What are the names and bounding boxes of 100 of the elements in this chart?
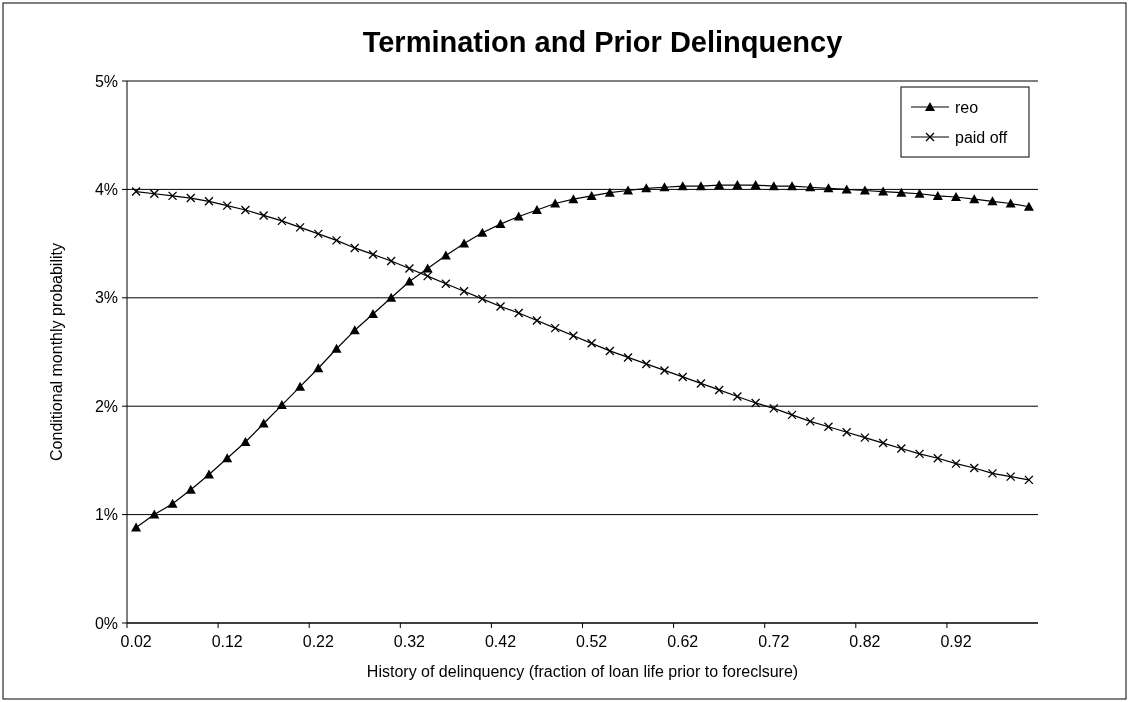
point (805, 182, 816, 192)
point (568, 331, 579, 341)
point (805, 416, 815, 427)
legend-label: paid off (955, 128, 1008, 146)
point (750, 398, 761, 408)
point (367, 309, 378, 319)
x-axis-title: History of delinquency (fraction of loan life prior to foreclsure) (366, 663, 799, 680)
point (259, 210, 269, 221)
point (750, 180, 761, 190)
point (932, 190, 943, 200)
point (1023, 201, 1034, 211)
point (914, 188, 925, 198)
point (149, 509, 160, 519)
point (823, 183, 834, 193)
point (459, 238, 470, 248)
x-tick-label: 0.22 (302, 633, 334, 650)
point (860, 432, 870, 443)
point (659, 182, 670, 192)
point (842, 427, 852, 437)
point (787, 181, 798, 191)
point (440, 250, 451, 260)
y-tick-label: 2% (94, 397, 118, 415)
point (987, 196, 998, 206)
point (987, 468, 998, 479)
point (331, 235, 342, 245)
chart-title: Termination and Prior Delinquency (362, 26, 843, 58)
point (878, 438, 888, 448)
point (605, 346, 615, 356)
point (969, 463, 979, 473)
point (623, 185, 634, 195)
point (714, 385, 724, 395)
x-tick-label: 0.92 (940, 633, 972, 650)
point (313, 229, 323, 239)
point (933, 453, 943, 463)
point (514, 308, 524, 318)
x-tick-label: 0.42 (484, 633, 517, 650)
point (659, 365, 670, 376)
point (604, 187, 615, 197)
point (240, 436, 251, 446)
x-tick-label: 0.82 (849, 633, 881, 650)
point (586, 190, 597, 200)
point (441, 279, 451, 289)
point (623, 352, 633, 363)
x-tick-label: 0.72 (758, 633, 790, 650)
point (368, 249, 378, 260)
point (641, 183, 652, 193)
x-tick-label: 0.32 (393, 633, 426, 650)
point (349, 325, 360, 335)
point (495, 219, 506, 229)
point (951, 191, 962, 201)
point (532, 315, 542, 326)
point (149, 189, 159, 199)
point (186, 193, 196, 203)
point (222, 453, 233, 463)
point (841, 184, 852, 194)
point (131, 186, 141, 197)
y-axis-title: Conditional monthly probability (48, 243, 65, 461)
point (896, 187, 907, 197)
point (732, 391, 743, 402)
point (823, 422, 834, 432)
point (313, 363, 324, 373)
point (404, 263, 415, 274)
point (677, 181, 688, 191)
point (695, 181, 706, 191)
point (404, 276, 415, 286)
point (277, 216, 287, 226)
point (167, 191, 178, 201)
y-tick-label: 4% (94, 181, 118, 198)
point (914, 449, 925, 459)
point (969, 194, 980, 204)
point (714, 180, 725, 190)
legend-label: reo (955, 98, 979, 116)
point (550, 323, 560, 333)
point (459, 286, 469, 296)
point (240, 205, 251, 215)
point (896, 443, 906, 454)
point (477, 294, 487, 304)
point (641, 359, 651, 369)
point (513, 211, 524, 221)
point (769, 403, 779, 414)
point (131, 522, 142, 532)
point (732, 180, 743, 190)
point (951, 459, 961, 469)
point (1006, 472, 1016, 482)
point (276, 400, 287, 410)
y-tick-label: 3% (94, 289, 118, 307)
point (185, 484, 196, 494)
point (295, 222, 305, 232)
y-tick-label: 0% (94, 614, 118, 632)
x-tick-label: 0.62 (667, 633, 699, 650)
point (167, 498, 178, 508)
point (586, 338, 597, 348)
point (678, 372, 688, 382)
point (531, 205, 542, 214)
point (422, 271, 433, 281)
point (222, 201, 232, 211)
y-tick-label: 5% (94, 72, 118, 90)
point (386, 256, 396, 266)
point (1024, 475, 1034, 485)
point (295, 381, 306, 391)
